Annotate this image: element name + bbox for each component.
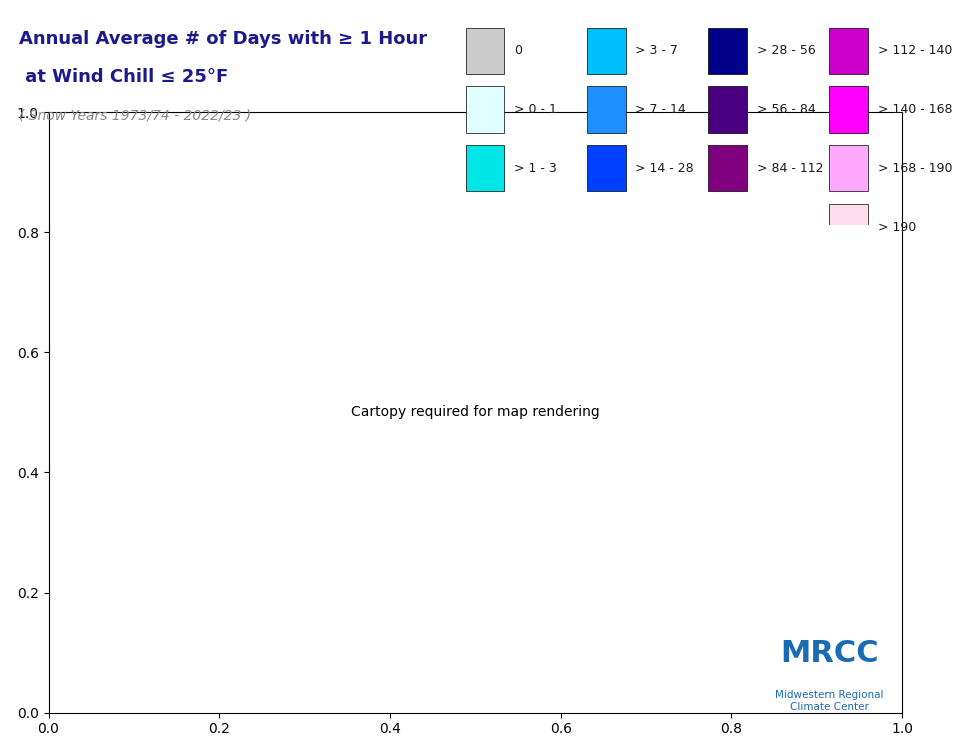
FancyBboxPatch shape xyxy=(707,28,746,74)
Text: > 7 - 14: > 7 - 14 xyxy=(635,103,685,116)
Text: > 140 - 168: > 140 - 168 xyxy=(877,103,952,116)
Text: > 3 - 7: > 3 - 7 xyxy=(635,44,677,57)
FancyBboxPatch shape xyxy=(586,86,625,133)
FancyBboxPatch shape xyxy=(586,28,625,74)
Text: at Wind Chill ≤ 25°F: at Wind Chill ≤ 25°F xyxy=(19,68,229,86)
Text: 0: 0 xyxy=(514,44,521,57)
Text: > 28 - 56: > 28 - 56 xyxy=(756,44,815,57)
Text: > 56 - 84: > 56 - 84 xyxy=(756,103,815,116)
Text: > 168 - 190: > 168 - 190 xyxy=(877,162,952,175)
FancyBboxPatch shape xyxy=(465,146,504,191)
Text: ( Snow Years 1973/74 - 2022/23 ): ( Snow Years 1973/74 - 2022/23 ) xyxy=(19,109,251,123)
Text: Midwestern Regional
Climate Center: Midwestern Regional Climate Center xyxy=(774,691,883,712)
Text: > 0 - 1: > 0 - 1 xyxy=(514,103,556,116)
FancyBboxPatch shape xyxy=(707,146,746,191)
FancyBboxPatch shape xyxy=(707,86,746,133)
FancyBboxPatch shape xyxy=(828,204,867,251)
Text: > 1 - 3: > 1 - 3 xyxy=(514,162,556,175)
Text: Cartopy required for map rendering: Cartopy required for map rendering xyxy=(351,406,599,419)
FancyBboxPatch shape xyxy=(828,146,867,191)
FancyBboxPatch shape xyxy=(465,86,504,133)
FancyBboxPatch shape xyxy=(465,28,504,74)
Text: > 112 - 140: > 112 - 140 xyxy=(877,44,952,57)
Text: Annual Average # of Days with ≥ 1 Hour: Annual Average # of Days with ≥ 1 Hour xyxy=(19,30,427,48)
FancyBboxPatch shape xyxy=(828,28,867,74)
FancyBboxPatch shape xyxy=(586,146,625,191)
FancyBboxPatch shape xyxy=(828,86,867,133)
Text: > 190: > 190 xyxy=(877,220,915,233)
Text: > 14 - 28: > 14 - 28 xyxy=(635,162,693,175)
Text: MRCC: MRCC xyxy=(779,640,878,668)
Text: > 84 - 112: > 84 - 112 xyxy=(756,162,823,175)
